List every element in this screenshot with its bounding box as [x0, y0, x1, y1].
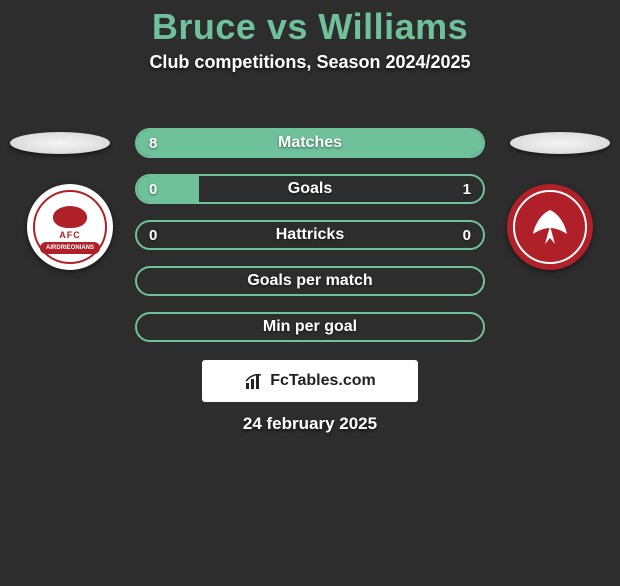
watermark: FcTables.com	[202, 360, 418, 402]
stat-row: Min per goal	[135, 312, 485, 342]
stat-label: Goals per match	[137, 268, 483, 294]
stat-row: 00Hattricks	[135, 220, 485, 250]
stat-label: Matches	[137, 130, 483, 156]
bars-icon	[244, 371, 264, 391]
stat-label: Min per goal	[137, 314, 483, 340]
stat-label: Goals	[137, 176, 483, 202]
stat-row: 01Goals	[135, 174, 485, 204]
page-title: Bruce vs Williams	[0, 6, 620, 48]
stat-row: Goals per match	[135, 266, 485, 296]
watermark-text: FcTables.com	[270, 372, 376, 390]
stat-label: Hattricks	[137, 222, 483, 248]
stat-row: 8Matches	[135, 128, 485, 158]
page-subtitle: Club competitions, Season 2024/2025	[0, 52, 620, 73]
stats-area: 8Matches 01Goals 00Hattricks Goals per matc…	[0, 128, 620, 358]
date-label: 24 february 2025	[0, 414, 620, 434]
